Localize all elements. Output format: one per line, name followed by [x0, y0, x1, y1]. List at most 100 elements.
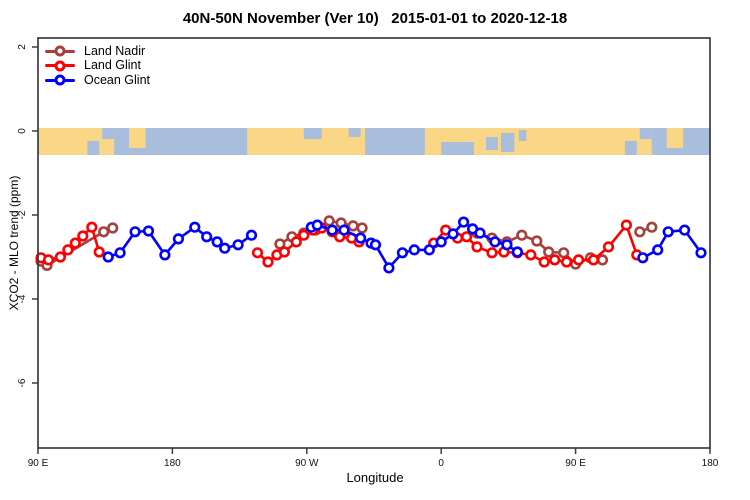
map-water-patch: [518, 130, 527, 141]
y-tick-label: -4: [17, 294, 28, 303]
data-point-ocean-glint: [662, 226, 674, 238]
data-point-ocean-glint: [435, 236, 447, 248]
data-point-land-nadir: [558, 247, 570, 259]
data-point-ocean-glint: [245, 229, 258, 241]
data-point-ocean-glint: [695, 247, 707, 259]
map-water-patch: [624, 141, 637, 155]
y-tick-label: 0: [17, 128, 28, 134]
data-point-ocean-glint: [511, 246, 524, 258]
data-point-ocean-glint: [652, 244, 664, 256]
data-point-ocean-glint: [102, 251, 114, 263]
data-point-land-nadir: [107, 222, 119, 234]
map-water-patch: [500, 133, 515, 152]
y-tick-label: -2: [17, 210, 28, 219]
legend-label: Land Nadir: [84, 43, 146, 58]
x-tick-label: 180: [164, 458, 181, 469]
x-tick-label: 0: [438, 458, 444, 469]
x-axis-label: Longitude: [346, 470, 404, 485]
x-tick-label: 90 W: [295, 458, 319, 469]
plot-border: [37, 37, 711, 449]
data-point-land-glint: [572, 254, 585, 266]
legend-item-land-glint: Land Glint: [45, 59, 150, 74]
data-point-land-glint: [587, 254, 600, 266]
data-point-land-nadir: [323, 215, 335, 227]
data-point-ocean-glint: [396, 247, 409, 259]
data-point-ocean-glint: [369, 239, 382, 251]
map-water-patch: [303, 128, 322, 139]
data-point-ocean-glint: [114, 247, 126, 259]
map-land-patch: [666, 128, 684, 148]
data-point-land-glint: [69, 237, 81, 249]
data-point-land-glint: [471, 241, 483, 253]
legend: Land Nadir Land Glint Ocean Glint: [45, 44, 150, 88]
data-point-ocean-glint: [129, 226, 141, 238]
data-point-ocean-glint: [637, 252, 649, 264]
data-point-land-glint: [560, 256, 573, 268]
data-point-ocean-glint: [189, 221, 201, 233]
map-land-patch: [129, 128, 146, 148]
data-point-land-nadir: [274, 238, 286, 250]
data-point-ocean-glint: [458, 216, 470, 228]
data-point-land-nadir: [356, 222, 368, 234]
map-water-patch: [639, 128, 652, 139]
data-point-land-nadir: [98, 226, 110, 238]
data-point-land-glint: [278, 246, 291, 258]
data-point-land-nadir: [347, 220, 359, 232]
data-point-ocean-glint: [211, 236, 223, 248]
legend-item-ocean-glint: Ocean Glint: [45, 73, 150, 88]
data-point-land-nadir: [531, 235, 543, 247]
data-point-ocean-glint: [201, 231, 213, 243]
data-point-land-glint: [525, 249, 537, 261]
map-land-patch: [38, 128, 115, 155]
data-point-ocean-glint: [142, 225, 155, 237]
data-point-ocean-glint: [678, 224, 691, 236]
x-tick-label: 90 E: [565, 458, 586, 469]
data-point-ocean-glint: [326, 224, 338, 236]
data-point-land-nadir: [543, 246, 555, 258]
x-tick-label: 180: [702, 458, 719, 469]
data-point-ocean-glint: [474, 227, 486, 239]
data-point-land-glint: [93, 246, 105, 258]
land-glint-line-marker-icon: [45, 60, 75, 72]
data-point-land-glint: [486, 247, 498, 259]
data-point-ocean-glint: [423, 244, 435, 256]
data-point-land-nadir: [596, 254, 609, 266]
data-point-ocean-glint: [355, 232, 367, 244]
map-water-patch: [87, 141, 100, 155]
y-tick-label: 2: [17, 44, 28, 50]
legend-label: Ocean Glint: [84, 72, 151, 87]
data-point-ocean-glint: [383, 262, 395, 274]
data-point-ocean-glint: [338, 224, 350, 236]
map-water-patch: [348, 128, 361, 137]
map-water-patch: [102, 128, 115, 139]
ocean-glint-line-marker-icon: [45, 74, 75, 86]
legend-label: Land Glint: [84, 58, 141, 73]
data-point-land-glint: [86, 221, 98, 233]
data-point-ocean-glint: [311, 219, 323, 231]
data-point-land-glint: [62, 244, 74, 256]
data-point-ocean-glint: [219, 242, 231, 254]
data-point-land-glint: [620, 219, 633, 231]
data-point-land-glint: [298, 229, 310, 241]
data-point-ocean-glint: [172, 233, 184, 245]
map-water-patch: [441, 142, 475, 155]
data-point-land-glint: [54, 251, 67, 263]
y-axis-label: XCO2 - MLO trend (ppm): [7, 175, 21, 311]
chart-title: 40N-50N November (Ver 10) 2015-01-01 to …: [182, 10, 568, 27]
data-point-land-glint: [461, 231, 473, 243]
data-point-land-glint: [42, 254, 55, 266]
land-glint-circle-icon: [54, 60, 66, 72]
data-point-land-nadir: [634, 226, 646, 238]
data-point-ocean-glint: [501, 239, 513, 251]
data-point-ocean-glint: [408, 244, 420, 256]
ocean-glint-circle-icon: [54, 74, 66, 86]
data-point-land-glint: [77, 230, 89, 242]
y-tick-label: -6: [17, 378, 28, 387]
data-point-land-nadir: [646, 221, 658, 233]
data-point-land-glint: [538, 256, 550, 268]
data-point-land-glint: [602, 241, 615, 253]
data-point-ocean-glint: [489, 236, 501, 248]
data-point-land-glint: [290, 236, 302, 248]
data-point-ocean-glint: [159, 249, 171, 261]
legend-item-land-nadir: Land Nadir: [45, 44, 150, 59]
